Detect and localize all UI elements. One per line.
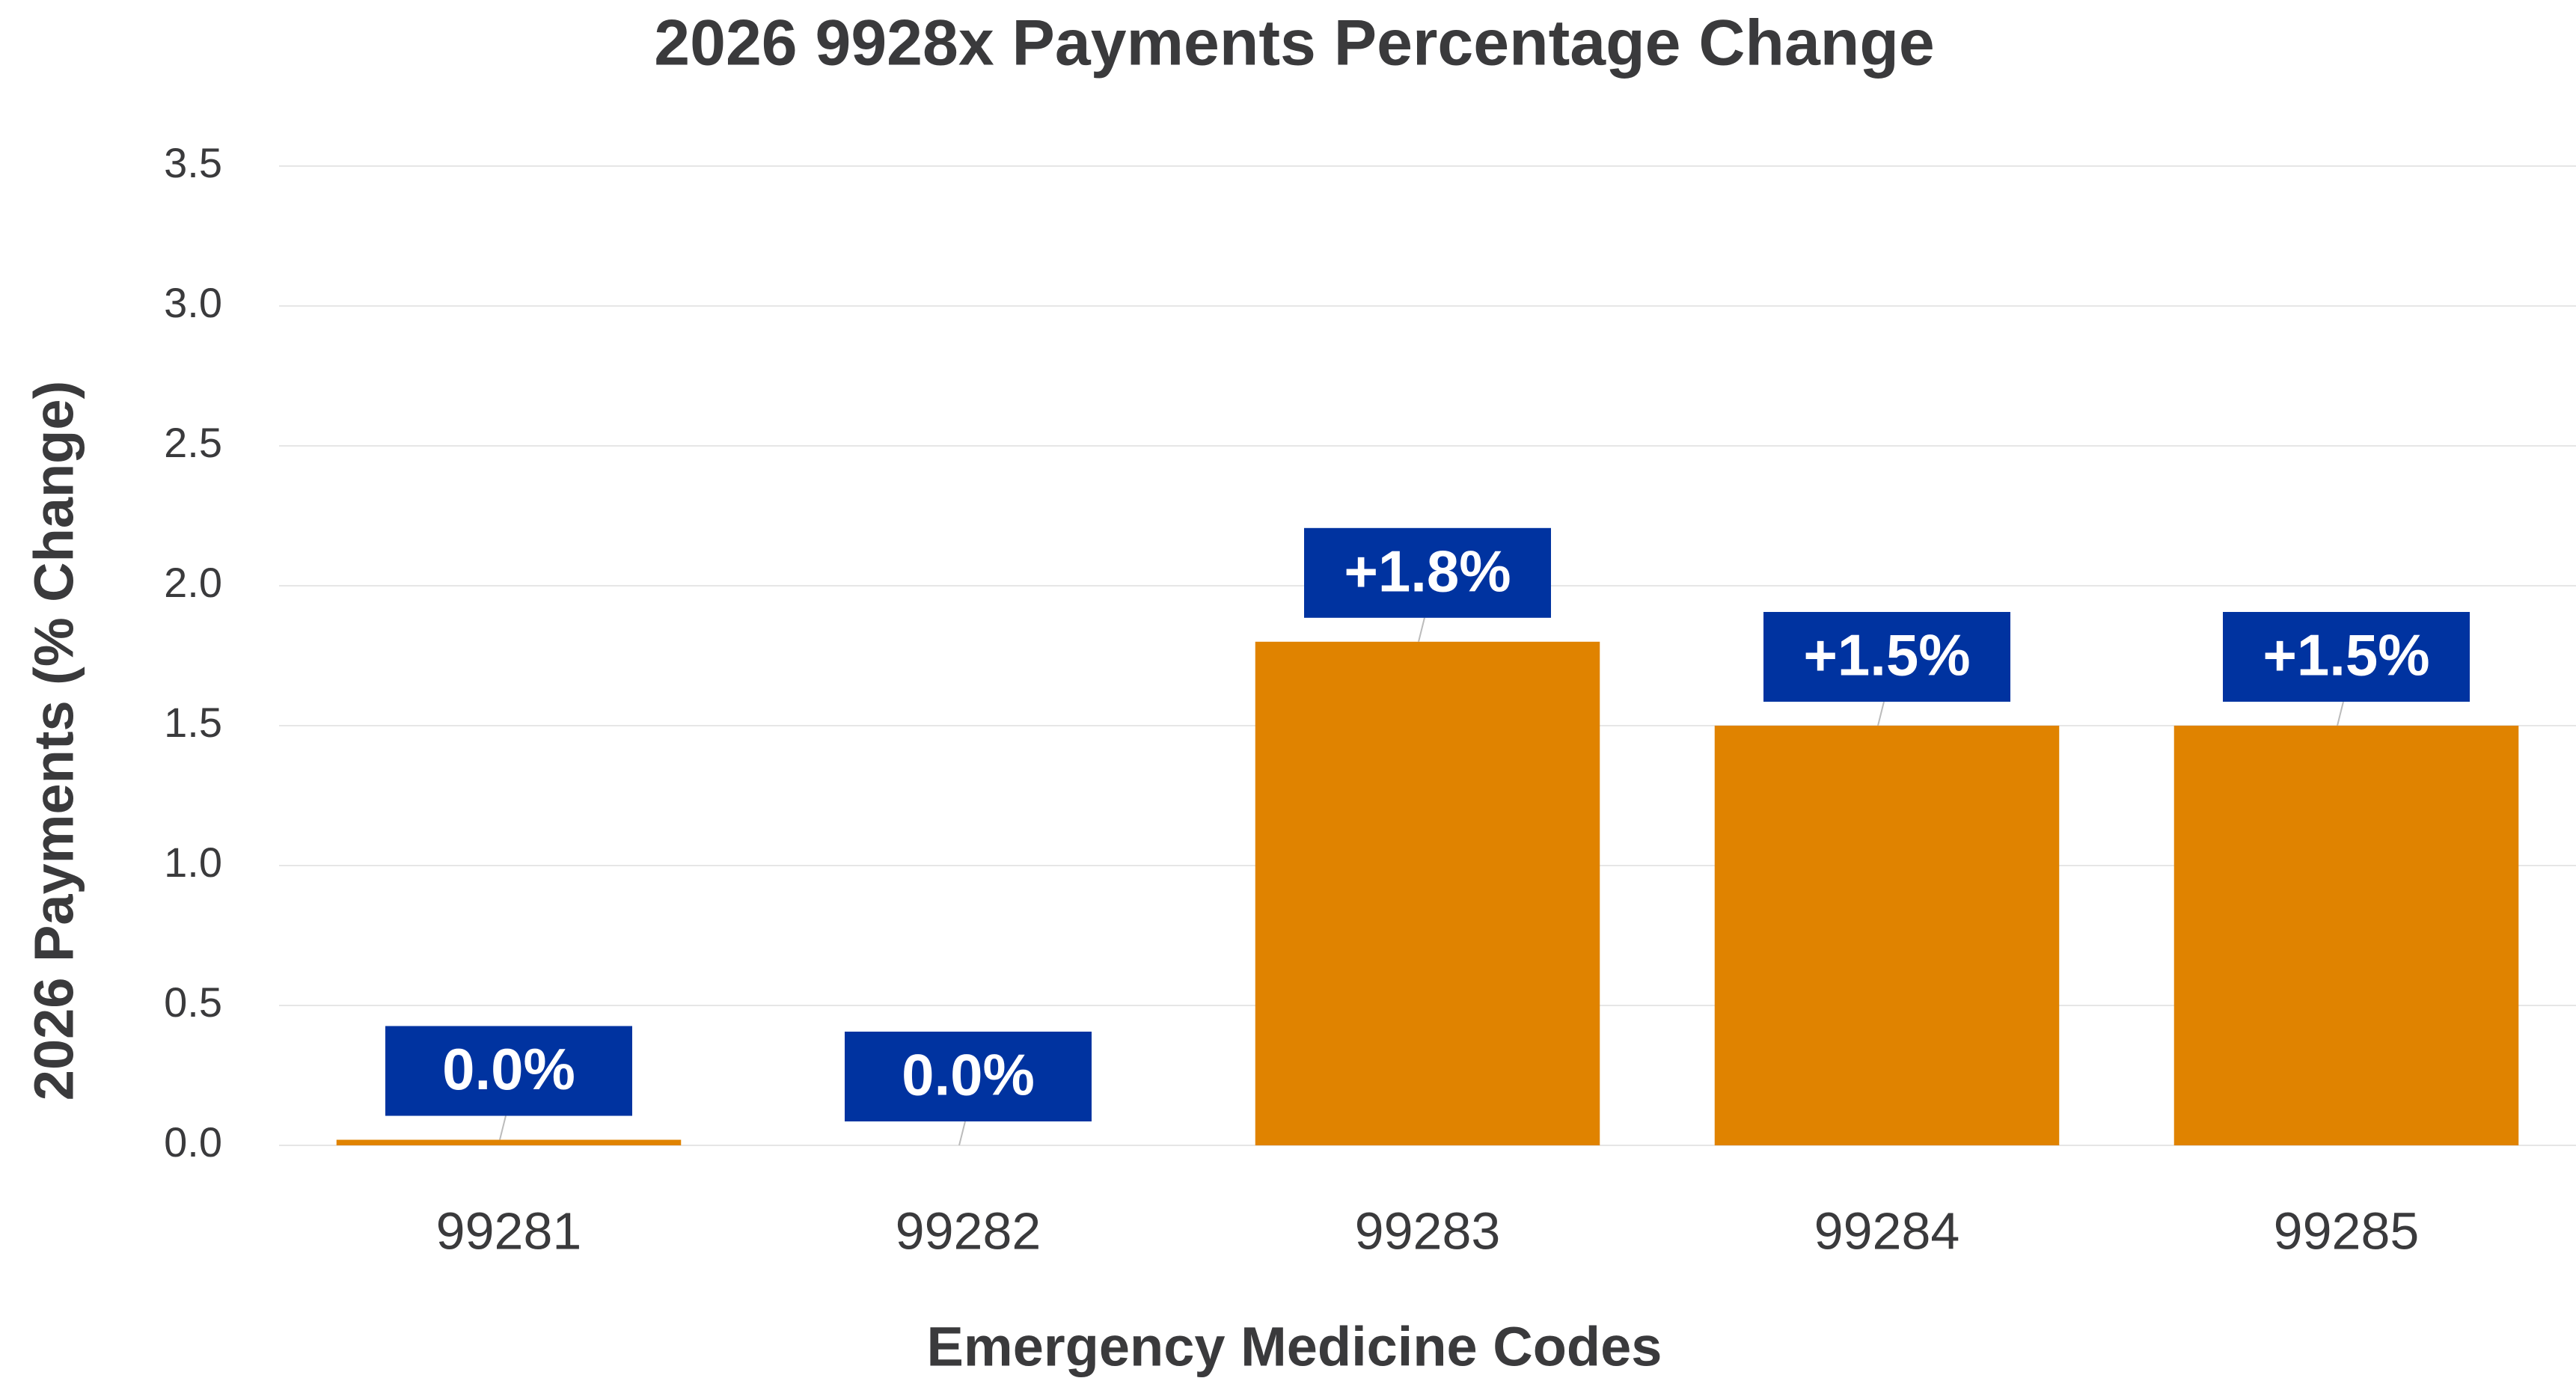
label-leader [1418,617,1425,643]
bar [1714,726,2060,1145]
bar [1255,641,1600,1145]
y-tick-label: 2.0 [164,559,222,606]
y-tick-label: 2.5 [164,419,222,466]
y-axis-title: 2026 Payments (% Change) [23,381,85,1100]
x-tick-label: 99284 [1814,1201,1960,1260]
bar [336,1139,682,1145]
value-label-box [845,1032,1092,1121]
label-leader [1877,701,1885,726]
value-label-box [1304,527,1551,618]
y-tick-label: 1.0 [164,839,222,886]
x-tick-label: 99282 [896,1201,1041,1260]
x-tick-label: 99281 [436,1201,582,1260]
value-label: +1.5% [2263,622,2429,688]
label-leader [499,1115,507,1140]
chart-title: 2026 9928x Payments Percentage Change [654,7,1934,79]
x-axis-title: Emergency Medicine Codes [927,1316,1662,1378]
y-tick-label: 1.5 [164,699,222,746]
value-label: 0.0% [442,1036,575,1102]
value-label-box [2223,612,2470,702]
value-label: +1.5% [1803,622,1970,688]
value-label-box [1763,612,2010,702]
x-tick-label: 99283 [1355,1201,1501,1260]
y-tick-label: 0.5 [164,979,222,1026]
x-tick-label: 99285 [2274,1201,2420,1260]
label-leader [2337,701,2344,726]
y-tick-label: 3.5 [164,139,222,186]
y-tick-label: 3.0 [164,279,222,326]
y-tick-label: 0.0 [164,1118,222,1166]
label-leader [958,1121,966,1146]
value-label: 0.0% [902,1042,1035,1108]
value-label: +1.8% [1344,538,1511,604]
value-label-box [385,1026,632,1116]
bar [2173,726,2519,1145]
